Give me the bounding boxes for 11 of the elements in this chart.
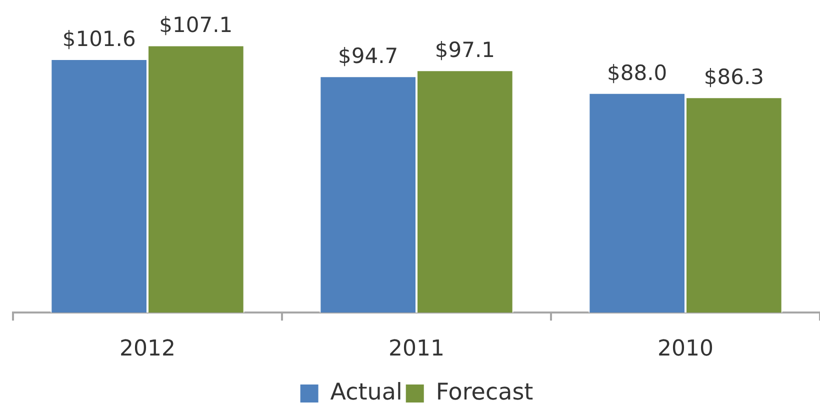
x-tick-label: 2011 (388, 336, 444, 362)
legend-label: Forecast (436, 379, 534, 406)
legend-label: Actual (330, 379, 402, 406)
data-label: $101.6 (62, 26, 136, 51)
data-label: $97.1 (434, 38, 495, 62)
data-label: $107.1 (159, 13, 233, 38)
data-label: $88.0 (607, 60, 668, 85)
x-tick-label: 2012 (120, 336, 176, 362)
data-label: $94.7 (338, 44, 398, 68)
data-label: $86.3 (704, 65, 764, 90)
x-tick-label: 2010 (658, 336, 714, 362)
